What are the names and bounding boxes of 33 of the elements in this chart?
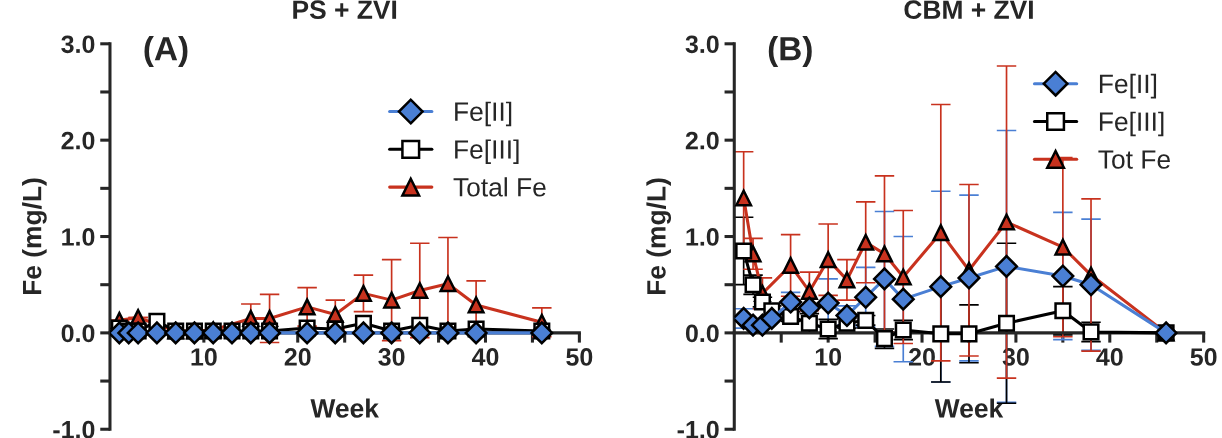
legend-label: Fe[III] bbox=[1099, 111, 1164, 137]
legend-label: Fe[II] bbox=[1099, 73, 1157, 99]
annotation: (A) bbox=[144, 35, 188, 68]
y-axis-title: Fe (mg/L) bbox=[22, 178, 47, 295]
y-tick-label: 3.0 bbox=[61, 35, 95, 54]
x-tick-label: 20 bbox=[284, 348, 311, 366]
y-tick-label: -1.0 bbox=[677, 420, 719, 438]
y-tick-label: 2.0 bbox=[685, 131, 719, 150]
legend-label: Total Fe bbox=[453, 177, 546, 197]
x-axis-title: Week bbox=[310, 398, 379, 418]
y-tick-label: 1.0 bbox=[686, 228, 719, 246]
x-tick-label: 10 bbox=[191, 348, 217, 366]
y-tick-label: 0.0 bbox=[61, 324, 95, 343]
x-tick-label: 40 bbox=[471, 348, 499, 366]
x-tick-label: 50 bbox=[566, 348, 593, 366]
chart-title: CBM + ZVI bbox=[904, 0, 1033, 20]
x-tick-label: 30 bbox=[378, 348, 405, 366]
y-tick-label: -1.0 bbox=[53, 420, 95, 438]
x-axis-title: Week bbox=[934, 398, 1004, 418]
y-tick-label: 3.0 bbox=[685, 35, 719, 54]
legend-label: Fe[III] bbox=[455, 139, 519, 165]
y-tick-label: 2.0 bbox=[61, 131, 95, 150]
x-tick-label: 10 bbox=[815, 348, 842, 366]
legend-label: Tot Fe bbox=[1098, 150, 1170, 169]
y-tick-label: 1.0 bbox=[62, 228, 95, 246]
x-tick-label: 40 bbox=[1096, 348, 1123, 366]
x-tick-label: 50 bbox=[1190, 348, 1217, 366]
x-tick-label: 20 bbox=[909, 348, 935, 366]
y-tick-label: 0.0 bbox=[685, 324, 719, 343]
y-axis-title: Fe (mg/L) bbox=[646, 178, 672, 295]
legend-label: Fe[II] bbox=[455, 101, 512, 127]
annotation: (B) bbox=[768, 35, 812, 68]
chart-title: PS + ZVI bbox=[293, 0, 397, 20]
